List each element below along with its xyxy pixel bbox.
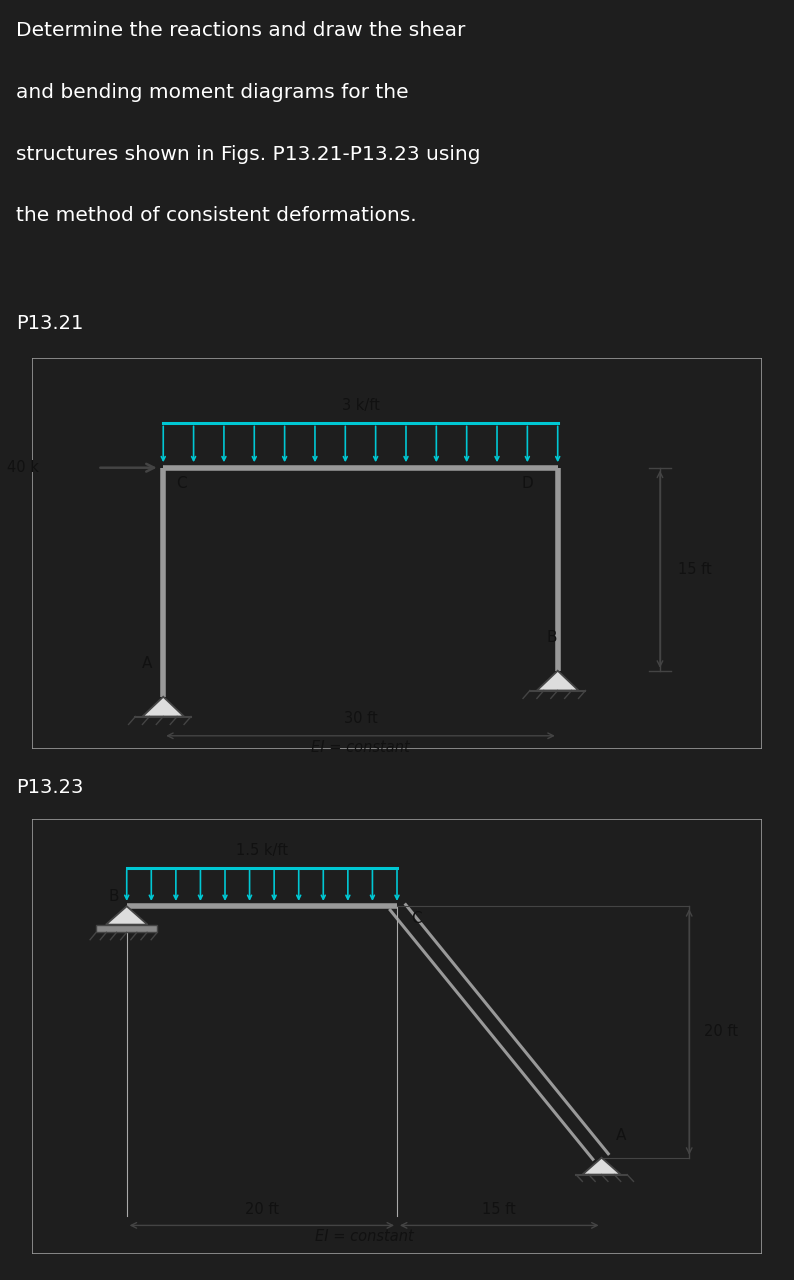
Text: D: D — [521, 476, 533, 490]
Text: Determine the reactions and draw the shear: Determine the reactions and draw the she… — [16, 20, 465, 40]
Text: 15 ft: 15 ft — [483, 1202, 516, 1217]
Text: B: B — [109, 888, 119, 904]
Text: 20 ft: 20 ft — [245, 1202, 279, 1217]
Text: 3 k/ft: 3 k/ft — [341, 398, 380, 413]
Text: A: A — [616, 1128, 626, 1143]
Bar — [96, 924, 157, 932]
Text: B: B — [547, 630, 557, 645]
Text: 15 ft: 15 ft — [678, 562, 712, 577]
Text: 20 ft: 20 ft — [703, 1024, 738, 1039]
Polygon shape — [537, 671, 579, 690]
Text: EI = constant: EI = constant — [314, 1229, 414, 1244]
Text: 40 k: 40 k — [7, 461, 39, 475]
Text: structures shown in Figs. P13.21-P13.23 using: structures shown in Figs. P13.21-P13.23 … — [16, 145, 480, 164]
Text: and bending moment diagrams for the: and bending moment diagrams for the — [16, 83, 408, 101]
Polygon shape — [106, 906, 148, 924]
Text: EI = constant: EI = constant — [311, 740, 410, 755]
Text: 30 ft: 30 ft — [344, 712, 377, 727]
Text: P13.23: P13.23 — [16, 778, 83, 796]
Text: 1.5 k/ft: 1.5 k/ft — [236, 844, 288, 858]
Text: P13.21: P13.21 — [16, 315, 83, 333]
Text: the method of consistent deformations.: the method of consistent deformations. — [16, 206, 417, 225]
Polygon shape — [582, 1157, 621, 1175]
Polygon shape — [142, 696, 184, 717]
Text: A: A — [142, 655, 152, 671]
Text: C: C — [411, 911, 422, 925]
Text: C: C — [176, 476, 187, 490]
